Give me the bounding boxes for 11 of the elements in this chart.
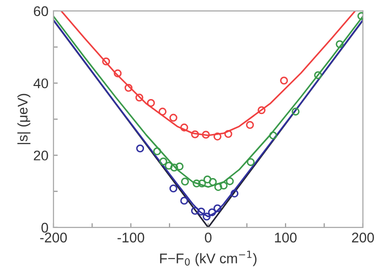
x-axis-title: F−F$_{0}$ (kV cm$^{−1}$): [160, 250, 256, 266]
x-tick-label: -100: [118, 232, 144, 242]
y-tick-label: 0: [41, 222, 48, 233]
y-axis-title: |s| (μeV): [17, 94, 30, 144]
y-tick-label: 40: [33, 78, 48, 88]
x-tick-label: -200: [40, 232, 67, 242]
y-tick-label: 60: [34, 6, 48, 16]
x-tick-label: 200: [352, 232, 374, 242]
y-tick-label: 20: [34, 150, 48, 160]
x-tick-label: 100: [275, 232, 297, 242]
x-tick-label: 0: [204, 232, 212, 242]
